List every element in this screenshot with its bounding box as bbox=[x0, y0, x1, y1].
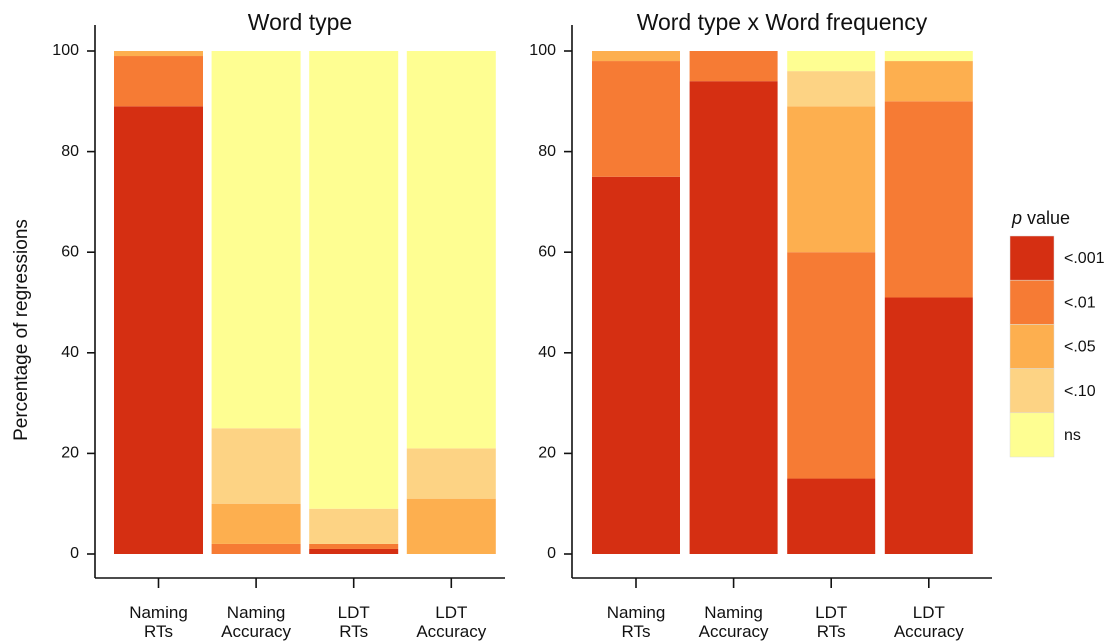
bar-segment bbox=[787, 252, 876, 479]
x-tick-label: LDT RTs bbox=[338, 603, 370, 641]
y-tick-label: 20 bbox=[538, 445, 556, 462]
legend-label: <.10 bbox=[1064, 383, 1096, 400]
y-tick-label: 40 bbox=[538, 344, 556, 361]
x-tick-label: LDT RTs bbox=[815, 603, 847, 641]
legend-swatch bbox=[1009, 368, 1055, 414]
bar-segment bbox=[592, 176, 680, 554]
x-tick-label: Naming Accuracy bbox=[221, 603, 291, 641]
bar-segment bbox=[689, 81, 778, 555]
bar-segment bbox=[211, 428, 301, 504]
bar-segment bbox=[114, 51, 203, 57]
y-axis-label: Percentage of regressions bbox=[11, 219, 32, 441]
bar-segment bbox=[787, 106, 876, 253]
y-tick-label: 100 bbox=[529, 42, 556, 59]
bar-segment bbox=[309, 543, 399, 549]
y-tick-label: 20 bbox=[61, 445, 79, 462]
bar-segment bbox=[406, 51, 496, 449]
x-tick-label: Naming RTs bbox=[129, 603, 188, 641]
y-tick-label: 100 bbox=[52, 42, 79, 59]
legend-swatch bbox=[1009, 412, 1055, 458]
legend-swatch bbox=[1009, 235, 1055, 281]
x-tick-label: Naming Accuracy bbox=[699, 603, 769, 641]
bar-segment bbox=[114, 106, 203, 554]
bar-segment bbox=[309, 548, 399, 554]
bar-segment bbox=[114, 56, 203, 107]
bar-segment bbox=[787, 71, 876, 107]
bar-segment bbox=[406, 448, 496, 499]
x-tick-label: LDT Accuracy bbox=[894, 603, 964, 641]
bar-segment bbox=[406, 498, 496, 554]
y-tick-label: 80 bbox=[538, 143, 556, 160]
legend-label: <.001 bbox=[1064, 250, 1105, 267]
bar-segment bbox=[592, 51, 680, 62]
chart-title: Word type x Word frequency bbox=[637, 9, 928, 35]
y-tick-label: 60 bbox=[61, 243, 79, 260]
bar-segment bbox=[787, 478, 876, 554]
y-tick-label: 80 bbox=[61, 143, 79, 160]
bar-segment bbox=[211, 543, 301, 554]
bar-segment bbox=[884, 101, 973, 298]
y-tick-label: 0 bbox=[70, 545, 79, 562]
bar-segment bbox=[884, 51, 973, 62]
bar-segment bbox=[211, 503, 301, 544]
legend-label: <.01 bbox=[1064, 294, 1096, 311]
y-tick-label: 40 bbox=[61, 344, 79, 361]
legend-title: p value bbox=[1011, 208, 1070, 228]
legend-swatch bbox=[1009, 324, 1055, 369]
bar-segment bbox=[211, 51, 301, 429]
x-tick-label: LDT Accuracy bbox=[416, 603, 486, 641]
y-tick-label: 0 bbox=[547, 545, 556, 562]
bar-segment bbox=[884, 297, 973, 554]
bar-segment bbox=[309, 508, 399, 544]
chart-title: Word type bbox=[248, 9, 352, 35]
bar-segment bbox=[884, 61, 973, 102]
bar-segment bbox=[787, 51, 876, 72]
legend-label: ns bbox=[1064, 427, 1081, 444]
bar-segment bbox=[309, 51, 399, 509]
legend-swatch bbox=[1009, 279, 1055, 325]
legend-label: <.05 bbox=[1064, 339, 1096, 356]
x-tick-label: Naming RTs bbox=[607, 603, 666, 641]
bar-segment bbox=[689, 51, 778, 82]
y-tick-label: 60 bbox=[538, 243, 556, 260]
bar-segment bbox=[592, 61, 680, 177]
